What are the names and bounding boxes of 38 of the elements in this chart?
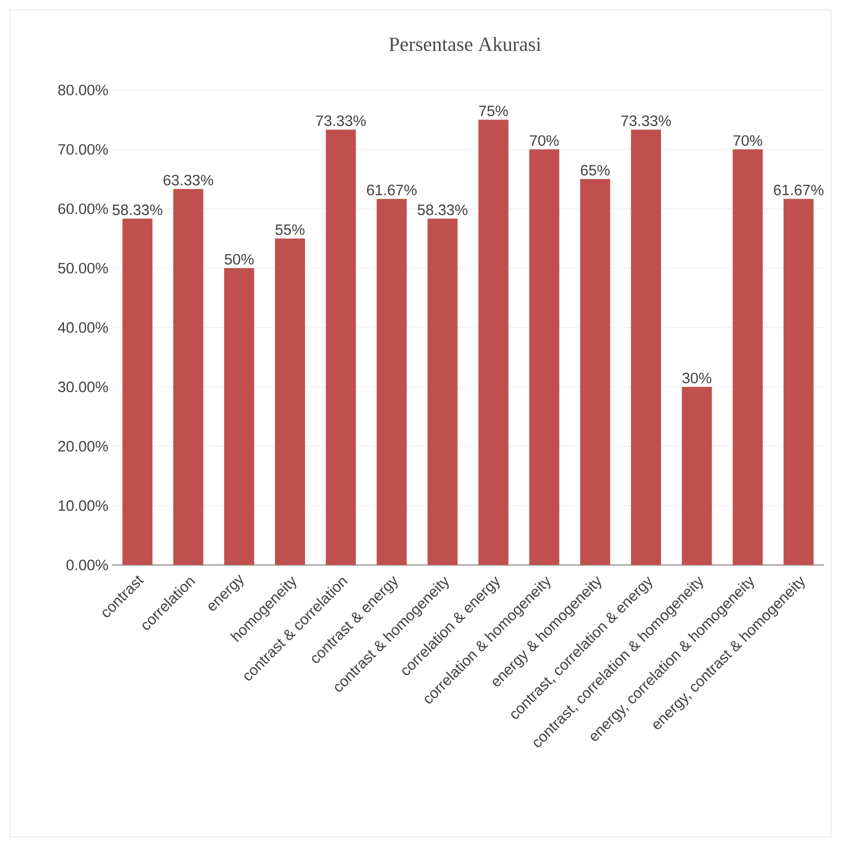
data-label: 63.33% [164, 174, 214, 186]
bar [122, 218, 152, 565]
y-tick-label: 20.00% [58, 440, 108, 452]
y-tick-label: 10.00% [58, 500, 108, 511]
data-label: 75% [479, 106, 508, 116]
bar [529, 149, 560, 565]
data-label: 70% [733, 135, 762, 146]
data-label: 58.33% [418, 204, 468, 216]
data-label: 65% [580, 164, 610, 176]
y-tick-label: 0.00% [66, 560, 108, 570]
bar [173, 188, 204, 565]
bar [732, 149, 763, 565]
data-label: 61.67% [774, 184, 824, 196]
data-label: 73.33% [621, 115, 671, 126]
y-tick-label: 70.00% [58, 144, 108, 155]
bar [580, 179, 610, 565]
y-tick-label: 60.00% [58, 203, 108, 214]
bar [376, 198, 407, 565]
bar [784, 198, 814, 565]
data-label: 70% [530, 135, 559, 146]
bar [478, 120, 508, 565]
y-tick-label: 80.00% [58, 84, 108, 96]
bar [275, 238, 305, 565]
bar [326, 130, 356, 565]
data-label: 30% [682, 372, 712, 384]
chart-title: Persentase Akurasi [389, 36, 541, 52]
y-tick-label: 50.00% [58, 262, 108, 274]
data-label: 55% [276, 224, 304, 235]
data-label: 61.67% [367, 184, 417, 196]
data-label: 58.33% [112, 204, 162, 216]
y-tick-label: 30.00% [58, 382, 108, 392]
data-label: 50% [224, 254, 254, 265]
bar [224, 268, 254, 565]
bar [682, 386, 712, 565]
y-tick-label: 40.00% [58, 322, 108, 333]
data-label: 73.33% [316, 115, 366, 126]
bar [630, 130, 661, 565]
bar [428, 218, 458, 565]
